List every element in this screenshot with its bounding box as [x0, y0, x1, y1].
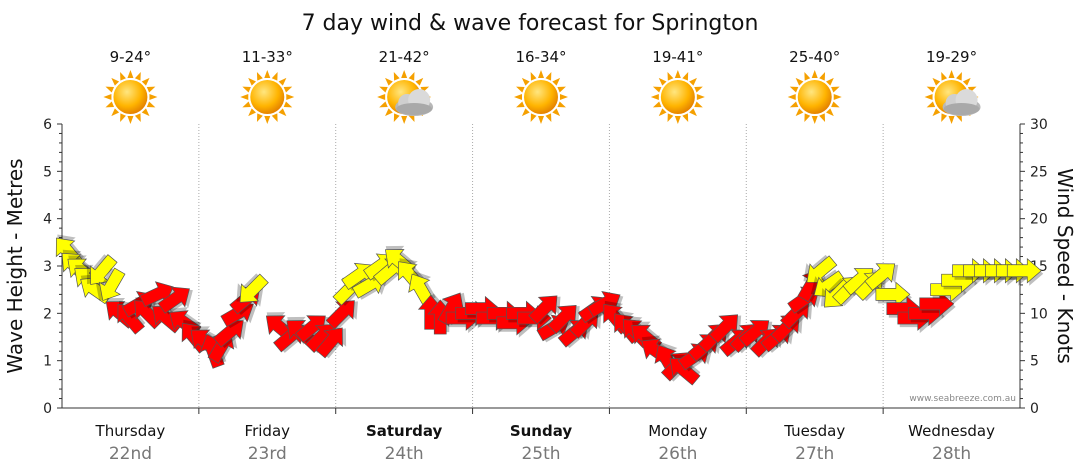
wind-arrow-shape: [875, 281, 911, 308]
day-column: 25-40° Tuesday 27th: [783, 48, 845, 464]
left-tick-label: 3: [43, 259, 52, 275]
wind-arrow-shape: [806, 255, 838, 283]
wind-arrow: [86, 254, 118, 285]
wind-arrow-shape: [98, 267, 126, 301]
wind-arrow: [803, 254, 838, 283]
wind-arrow: [236, 273, 269, 303]
day-name: Wednesday: [908, 422, 995, 440]
wind-arrow-shape: [315, 327, 343, 359]
wind-arrow: [95, 267, 126, 301]
sun-icon: [787, 70, 842, 124]
wind-arrow-shape: [325, 300, 355, 330]
wind-arrow-shape: [1006, 257, 1042, 284]
sun-icon: [650, 70, 705, 124]
right-tick-label: 30: [1030, 117, 1048, 133]
left-tick-label: 5: [43, 164, 52, 180]
left-ticks: 0 1 2 3 4 5 6: [43, 117, 62, 417]
right-axis-label: Wind Speed - Knots: [1053, 168, 1077, 364]
day-temp: 9-24°: [110, 48, 152, 66]
day-column: 16-34° Sunday 25th: [510, 48, 573, 464]
day-temp: 11-33°: [242, 48, 293, 66]
wind-arrow: [919, 291, 956, 319]
day-date: 27th: [795, 444, 834, 464]
watermark: www.seabreeze.com.au: [909, 394, 1016, 404]
day-column: 11-33° Friday 23rd: [240, 48, 295, 464]
plot-background: [62, 124, 1020, 408]
sun-icon: [240, 70, 295, 124]
wind-arrow-shape: [669, 358, 701, 386]
right-tick-label: 20: [1030, 212, 1048, 228]
sun-icon: [103, 70, 158, 124]
day-date: 26th: [658, 444, 697, 464]
left-axis-label: Wave Height - Metres: [3, 158, 27, 373]
chart-title: 7 day wind & wave forecast for Springton: [302, 11, 759, 36]
left-tick-label: 4: [43, 212, 52, 228]
wind-arrow-shape: [919, 291, 955, 317]
wind-arrow: [708, 314, 742, 344]
day-date: 22nd: [109, 444, 152, 464]
right-tick-label: 25: [1030, 164, 1048, 180]
day-column: 19-29° Wednesday 28th: [908, 48, 995, 464]
wind-arrow-shape: [708, 314, 739, 344]
day-date: 24th: [385, 444, 424, 464]
wind-arrow-shape: [239, 273, 269, 303]
wind-arrow-shape: [528, 295, 558, 325]
wind-arrow: [528, 295, 561, 325]
sun-icon: [514, 70, 568, 124]
day-name: Friday: [245, 422, 291, 440]
left-tick-label: 1: [43, 354, 52, 370]
right-tick-label: 5: [1030, 354, 1039, 370]
wind-arrow: [315, 327, 347, 359]
wind-arrows: [55, 234, 1044, 386]
wind-arrow-shape: [90, 254, 118, 285]
day-date: 25th: [521, 444, 560, 464]
wind-arrow: [864, 263, 899, 292]
day-date: 28th: [932, 444, 971, 464]
left-tick-label: 6: [43, 117, 52, 133]
wind-arrow: [1006, 257, 1044, 286]
day-temp: 25-40°: [789, 48, 840, 66]
wind-arrow: [325, 300, 358, 330]
day-temp: 19-41°: [652, 48, 703, 66]
day-date: 23rd: [248, 444, 287, 464]
day-temp: 21-42°: [379, 48, 430, 66]
wind-arrow-shape: [157, 286, 190, 314]
wind-arrow: [547, 304, 580, 335]
wind-arrow-shape: [864, 263, 896, 291]
sun-cloud-icon: [924, 70, 981, 124]
day-column: 9-24° Thursday 22nd: [95, 48, 166, 464]
right-tick-label: 0: [1030, 401, 1039, 417]
sun-cloud-icon: [377, 70, 434, 124]
day-temp: 16-34°: [515, 48, 566, 66]
day-column: 21-42° Saturday 24th: [366, 48, 443, 464]
day-column: 19-41° Monday 26th: [648, 48, 707, 464]
day-columns: 9-24° Thursday 22nd 11-33° Friday 23rd 21-42° S…: [95, 48, 996, 464]
day-name: Tuesday: [783, 422, 845, 440]
wind-arrow: [157, 286, 193, 315]
day-temp: 19-29°: [926, 48, 977, 66]
day-name: Saturday: [366, 422, 443, 440]
day-name: Monday: [648, 422, 707, 440]
day-name: Thursday: [95, 422, 166, 440]
left-tick-label: 0: [43, 401, 52, 417]
right-tick-label: 10: [1030, 306, 1048, 322]
day-name: Sunday: [510, 422, 573, 440]
wind-arrow-shape: [547, 304, 577, 335]
left-tick-label: 2: [43, 306, 52, 322]
